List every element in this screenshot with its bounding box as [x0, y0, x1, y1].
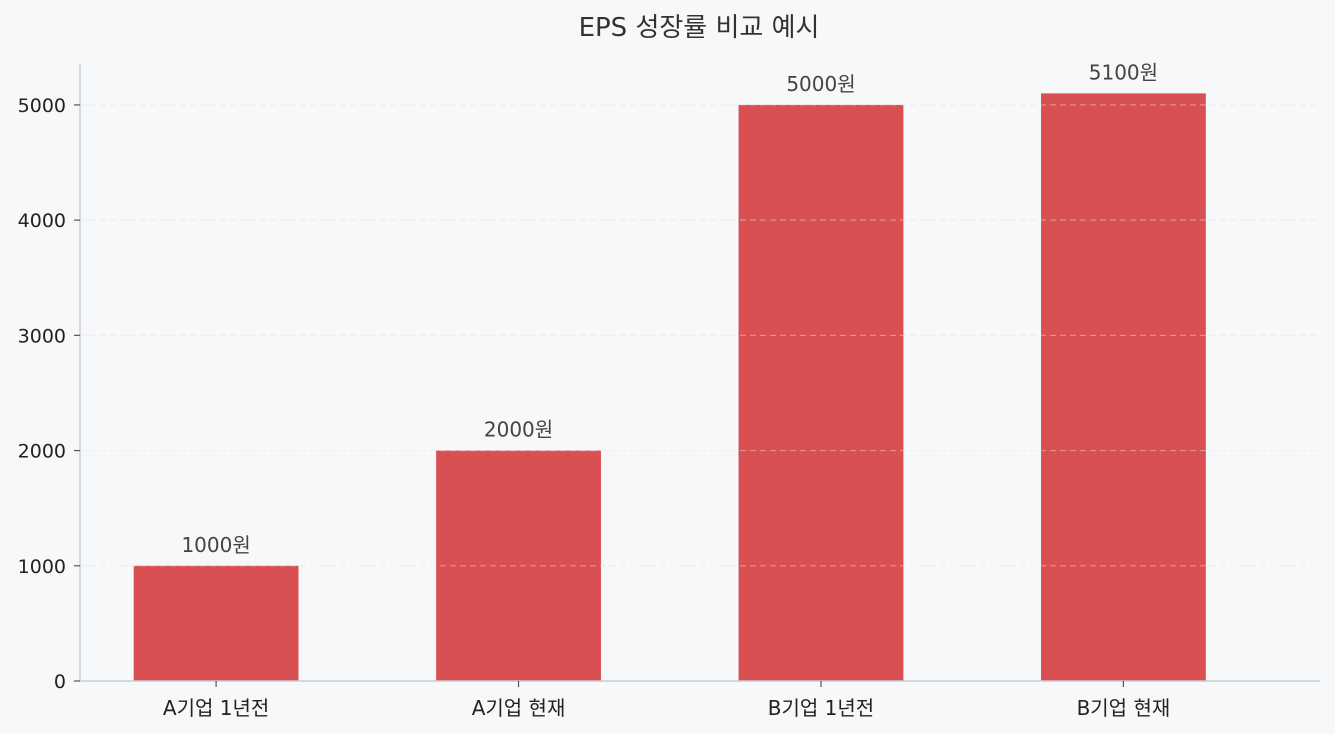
data-label: 5000원: [786, 72, 855, 96]
y-tick-label: 4000: [18, 210, 66, 232]
bar: [1041, 93, 1206, 681]
x-tick-label: B기업 현재: [1077, 696, 1171, 720]
axes: [74, 64, 1320, 687]
data-label: 1000원: [181, 533, 250, 557]
y-tick-label: 5000: [18, 95, 66, 117]
data-label: 5100원: [1089, 60, 1158, 84]
chart-title: EPS 성장률 비교 예시: [579, 13, 820, 43]
x-tick-label: A기업 1년전: [163, 696, 269, 720]
y-tick-label: 3000: [18, 325, 66, 347]
bar: [436, 450, 601, 681]
y-tick-label: 0: [54, 671, 66, 693]
bar: [133, 565, 299, 681]
labels: 0 1000 2000 3000 4000 5000 A기업 1년전 A기업 현재 B기업 1년…: [18, 60, 1171, 720]
bars: [133, 93, 1206, 681]
x-tick-label: B기업 1년전: [768, 696, 874, 720]
data-label: 2000원: [484, 418, 553, 442]
y-tick-label: 1000: [18, 556, 66, 578]
x-tick-label: A기업 현재: [472, 696, 566, 720]
y-tick-label: 2000: [18, 441, 66, 463]
bar: [738, 104, 904, 681]
